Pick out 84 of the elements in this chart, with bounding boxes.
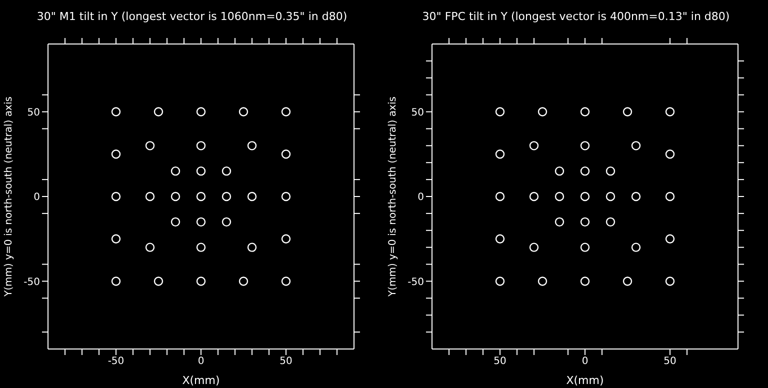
point xyxy=(495,276,505,286)
point xyxy=(111,107,121,116)
point xyxy=(665,234,675,244)
point xyxy=(196,276,206,286)
x-axis-title: X(mm) xyxy=(182,374,220,387)
point xyxy=(154,276,164,286)
point xyxy=(580,141,590,150)
point xyxy=(606,217,616,227)
point xyxy=(554,192,564,202)
point xyxy=(222,166,232,176)
x-tick-label: -50 xyxy=(108,356,124,368)
point xyxy=(145,242,155,252)
chart-title: 30" FPC tilt in Y (longest vector is 400nm=0.13" in d80) xyxy=(421,10,731,23)
point xyxy=(238,107,248,116)
point xyxy=(281,234,291,244)
point xyxy=(222,192,232,202)
point xyxy=(247,141,257,150)
point xyxy=(170,217,180,227)
point xyxy=(145,141,155,150)
x-axis-title: X(mm) xyxy=(566,374,604,387)
y-tick-label: 0 xyxy=(34,192,40,204)
point xyxy=(538,107,548,116)
point xyxy=(111,276,121,286)
point xyxy=(606,166,616,176)
point xyxy=(631,192,641,202)
y-tick-label: 50 xyxy=(411,107,424,118)
point xyxy=(529,192,539,202)
point xyxy=(247,192,257,202)
point xyxy=(170,192,180,202)
point xyxy=(154,107,164,116)
y-tick-label: -50 xyxy=(24,276,40,288)
point xyxy=(145,192,155,202)
point xyxy=(631,242,641,252)
point xyxy=(538,276,548,286)
x-tick-label: 50 xyxy=(494,356,506,368)
point xyxy=(580,192,590,202)
x-tick-label: 50 xyxy=(280,356,292,368)
point xyxy=(495,150,505,159)
y-tick-label: -50 xyxy=(408,276,424,288)
point xyxy=(111,234,121,244)
y-tick-label: 0 xyxy=(418,192,424,204)
point xyxy=(580,166,590,176)
point xyxy=(529,242,539,252)
point xyxy=(247,242,257,252)
point xyxy=(665,276,675,286)
point xyxy=(281,192,291,202)
point xyxy=(281,150,291,159)
point xyxy=(580,242,590,252)
point xyxy=(622,276,632,286)
point xyxy=(111,150,121,159)
point xyxy=(196,166,206,176)
point xyxy=(554,217,564,227)
y-tick-label: 50 xyxy=(27,107,40,118)
point xyxy=(222,217,232,227)
point xyxy=(665,107,675,116)
point xyxy=(580,107,590,116)
y-axis-title: Y(mm) y=0 is north-south (neutral) axis xyxy=(388,96,399,298)
point xyxy=(665,150,675,159)
point xyxy=(196,192,206,202)
point xyxy=(622,107,632,116)
point xyxy=(495,192,505,202)
point xyxy=(495,234,505,244)
point xyxy=(665,192,675,202)
point xyxy=(196,217,206,227)
point xyxy=(170,166,180,176)
point xyxy=(495,107,505,116)
x-tick-label: 0 xyxy=(582,356,588,368)
point xyxy=(529,141,539,150)
x-tick-label: 0 xyxy=(198,356,204,368)
point xyxy=(238,276,248,286)
point xyxy=(281,276,291,286)
y-axis-title: Y(mm) y=0 is north-south (neutral) axis xyxy=(4,96,15,298)
point xyxy=(196,141,206,150)
x-tick-label: 50 xyxy=(664,356,676,368)
point xyxy=(196,242,206,252)
point xyxy=(281,107,291,116)
point xyxy=(111,192,121,202)
point xyxy=(580,276,590,286)
point xyxy=(580,217,590,227)
point xyxy=(606,192,616,202)
point xyxy=(196,107,206,116)
chart-title: 30" M1 tilt in Y (longest vector is 1060nm=0.35" in d80) xyxy=(36,10,348,23)
point xyxy=(631,141,641,150)
point xyxy=(554,166,564,176)
